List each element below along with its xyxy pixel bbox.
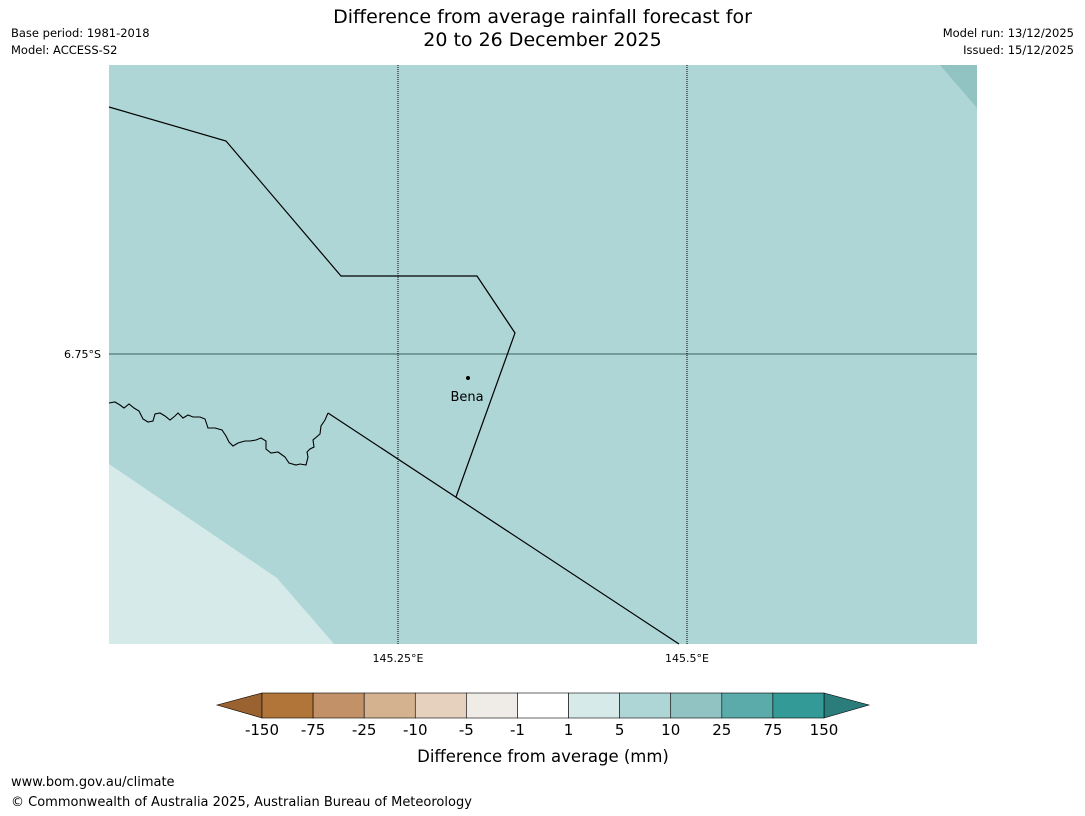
title-line-2: 20 to 26 December 2025 bbox=[423, 29, 662, 51]
metadata-right: Model run: 13/12/2025 Issued: 15/12/2025 bbox=[943, 25, 1074, 59]
town-label-bena: Bena bbox=[450, 390, 483, 405]
colorbar-title: Difference from average (mm) bbox=[417, 747, 669, 766]
longitude-label-1: 145.25°E bbox=[373, 652, 424, 665]
low-rainfall-region bbox=[109, 464, 334, 644]
longitude-label-2: 145.5°E bbox=[665, 652, 709, 665]
colorbar-bin bbox=[261, 692, 314, 719]
colorbar-bin bbox=[363, 692, 416, 719]
river bbox=[108, 401, 329, 466]
metadata-left: Base period: 1981-2018 Model: ACCESS-S2 bbox=[11, 25, 150, 59]
colorbar-bin bbox=[772, 692, 825, 719]
colorbar-tick-label: -25 bbox=[352, 721, 377, 739]
issued-text: Issued: 15/12/2025 bbox=[963, 43, 1074, 57]
colorbar-tick-label: -75 bbox=[301, 721, 326, 739]
model-run-text: Model run: 13/12/2025 bbox=[942, 26, 1074, 40]
colorbar-high-extend bbox=[823, 692, 871, 719]
colorbar-tick-label: 150 bbox=[810, 721, 839, 739]
map-background-fill bbox=[109, 65, 977, 644]
colorbar-bins bbox=[261, 692, 825, 719]
colorbar-bin bbox=[414, 692, 467, 719]
website-text: www.bom.gov.au/climate bbox=[11, 775, 175, 790]
colorbar-tick-labels: -150 -75 -25 -10 -5 -1 1 5 10 25 75 150 bbox=[245, 721, 838, 739]
copyright-text: © Commonwealth of Australia 2025, Austra… bbox=[11, 795, 472, 810]
colorbar-tick-label: 25 bbox=[712, 721, 731, 739]
colorbar-bin bbox=[517, 692, 569, 719]
latitude-label: 6.75°S bbox=[64, 348, 101, 361]
colorbar-bin bbox=[466, 692, 518, 719]
colorbar-low-extend bbox=[215, 692, 263, 719]
colorbar-tick-label: 1 bbox=[564, 721, 574, 739]
chart-title: Difference from average rainfall forecas… bbox=[0, 6, 1085, 52]
colorbar-tick-label: 10 bbox=[661, 721, 680, 739]
province-boundary-north bbox=[108, 106, 516, 498]
title-line-1: Difference from average rainfall forecas… bbox=[333, 6, 752, 28]
map-panel: Bena 6.75°S 145.25°E 145.5°E bbox=[64, 65, 977, 665]
colorbar-bin bbox=[721, 692, 774, 719]
colorbar-tick-label: -10 bbox=[403, 721, 428, 739]
colorbar-bin bbox=[312, 692, 365, 719]
colorbar-tick-label: 5 bbox=[615, 721, 625, 739]
colorbar-tick-label: -150 bbox=[245, 721, 279, 739]
colorbar-tick-label: -5 bbox=[459, 721, 474, 739]
colorbar-bin bbox=[670, 692, 723, 719]
model-text: Model: ACCESS-S2 bbox=[11, 43, 118, 57]
province-boundary-south bbox=[327, 412, 680, 645]
colorbar-bin bbox=[619, 692, 672, 719]
colorbar-tick-label: -1 bbox=[510, 721, 525, 739]
colorbar-tick-label: 75 bbox=[763, 721, 782, 739]
base-period-text: Base period: 1981-2018 bbox=[11, 26, 150, 40]
colorbar-bin bbox=[568, 692, 620, 719]
high-rainfall-region bbox=[940, 65, 977, 108]
town-marker-bena bbox=[466, 376, 470, 380]
colorbar: -150 -75 -25 -10 -5 -1 1 5 10 25 75 150 Difference … bbox=[215, 692, 871, 766]
